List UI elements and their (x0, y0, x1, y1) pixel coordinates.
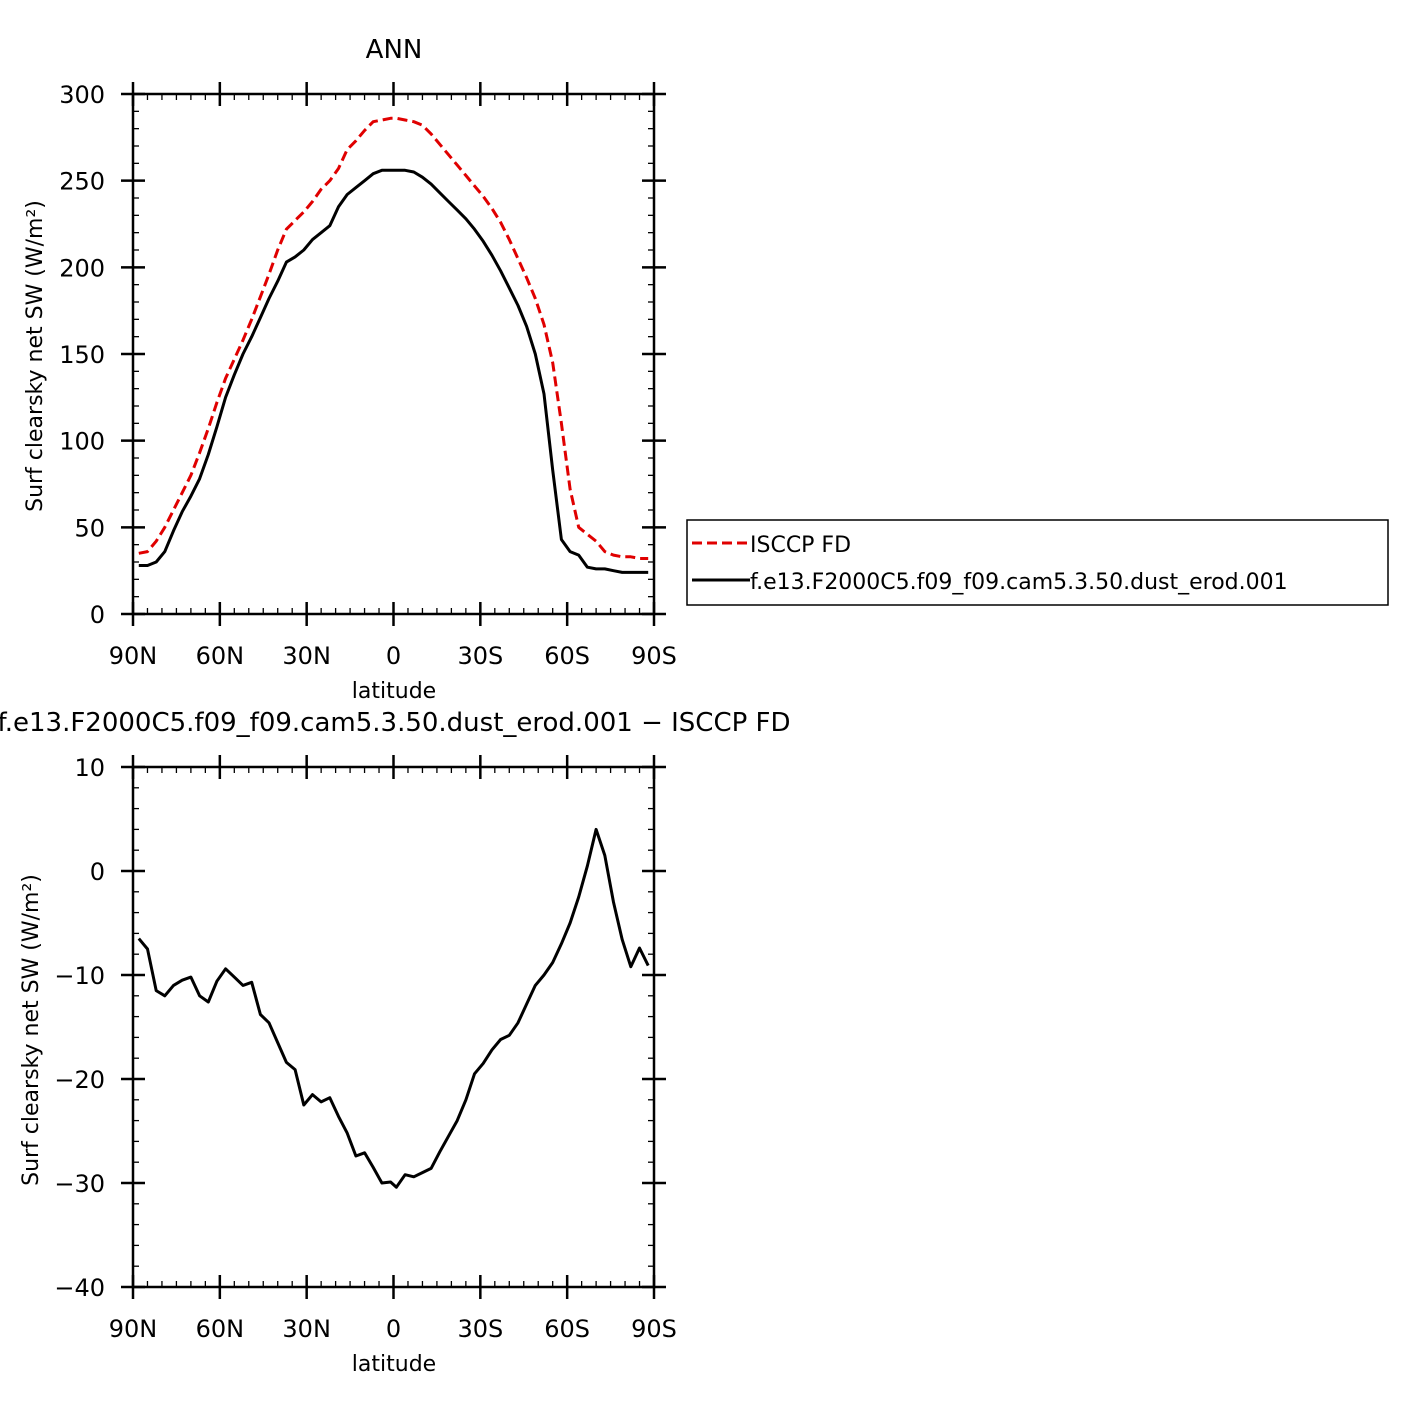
top-x-tick-label: 90S (631, 642, 677, 670)
top-panel: ANN 90N 60N 30N 0 30S 60S 90S 0 50 100 150 200 250 3… (23, 35, 677, 704)
top-series-group (138, 116, 649, 574)
bottom-x-tick-label: 60N (196, 1315, 245, 1343)
top-y-tick-label: 0 (90, 601, 105, 629)
top-chart-title: ANN (366, 35, 423, 65)
bottom-y-tick-label: −20 (54, 1066, 105, 1094)
top-y-axis-label: Surf clearsky net SW (W/m²) (23, 200, 48, 512)
bottom-x-tick-label: 90N (109, 1315, 158, 1343)
top-y-tick-label: 50 (74, 514, 105, 542)
top-y-tick-label: 200 (59, 254, 105, 282)
bottom-x-tick-label: 30S (457, 1315, 503, 1343)
top-x-tick-label: 60S (544, 642, 590, 670)
top-axis-ticks (121, 82, 666, 626)
top-y-tick-label: 300 (59, 81, 105, 109)
top-series-line-0 (138, 116, 649, 560)
bottom-x-tick-labels: 90N 60N 30N 0 30S 60S 90S (109, 1315, 677, 1343)
bottom-y-tick-labels: −40 −30 −20 −10 0 10 (54, 754, 105, 1302)
top-x-tick-labels: 90N 60N 30N 0 30S 60S 90S (109, 642, 677, 670)
legend-label-model: f.e13.F2000C5.f09_f09.cam5.3.50.dust_ero… (750, 570, 1288, 595)
top-x-tick-label: 30S (457, 642, 503, 670)
bottom-series-line-0 (137, 827, 650, 1189)
top-y-tick-label: 150 (59, 341, 105, 369)
bottom-y-tick-label: 10 (74, 754, 105, 782)
bottom-chart-title: f.e13.F2000C5.f09_f09.cam5.3.50.dust_ero… (0, 708, 791, 738)
legend: ISCCP FD f.e13.F2000C5.f09_f09.cam5.3.50… (686, 519, 1389, 606)
bottom-panel: f.e13.F2000C5.f09_f09.cam5.3.50.dust_ero… (0, 708, 791, 1377)
bottom-y-tick-label: −40 (54, 1274, 105, 1302)
top-x-tick-label: 0 (386, 642, 401, 670)
bottom-y-tick-label: −30 (54, 1170, 105, 1198)
legend-label-isccp: ISCCP FD (750, 533, 851, 558)
top-plot-frame (131, 92, 656, 616)
top-y-tick-labels: 0 50 100 150 200 250 300 (59, 81, 105, 629)
legend-box (686, 519, 1389, 606)
top-y-tick-label: 250 (59, 168, 105, 196)
top-y-tick-label: 100 (59, 428, 105, 456)
bottom-x-tick-label: 0 (386, 1315, 401, 1343)
bottom-plot-frame (131, 765, 656, 1289)
bottom-y-tick-label: −10 (54, 962, 105, 990)
bottom-axis-ticks (121, 755, 666, 1299)
bottom-x-axis-label: latitude (352, 1352, 436, 1377)
top-x-tick-label: 90N (109, 642, 158, 670)
top-series-line-1 (138, 168, 649, 574)
bottom-series-group (137, 827, 650, 1189)
bottom-x-tick-label: 30N (282, 1315, 331, 1343)
bottom-x-tick-label: 60S (544, 1315, 590, 1343)
top-x-tick-label: 60N (196, 642, 245, 670)
top-x-tick-label: 30N (282, 642, 331, 670)
bottom-y-tick-label: 0 (90, 858, 105, 886)
top-x-axis-label: latitude (352, 679, 436, 704)
bottom-x-tick-label: 90S (631, 1315, 677, 1343)
bottom-y-axis-label: Surf clearsky net SW (W/m²) (19, 874, 44, 1186)
